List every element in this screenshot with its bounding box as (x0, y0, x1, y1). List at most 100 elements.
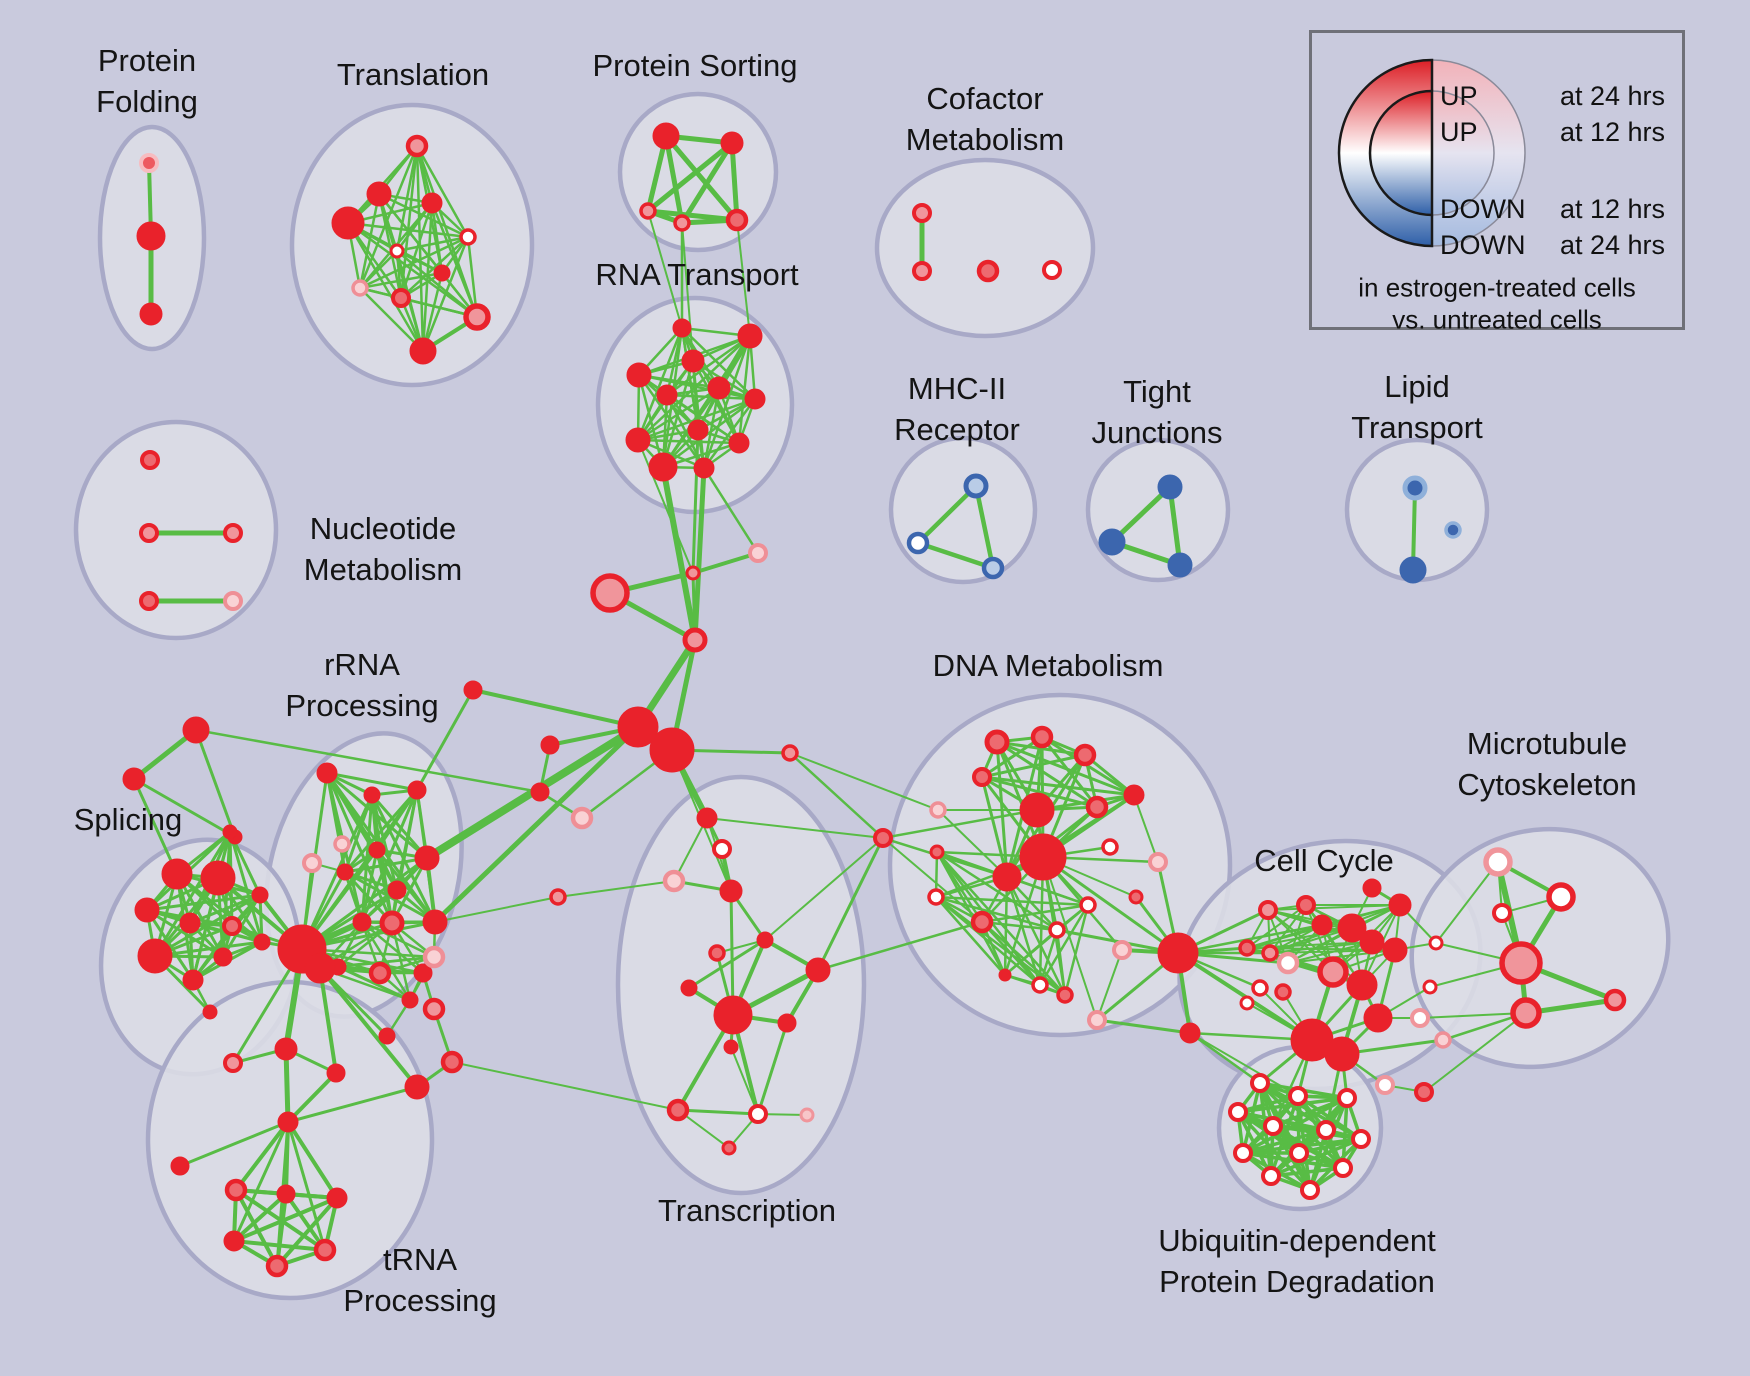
network-node-lp1 (1402, 475, 1428, 501)
legend-time-label: at 24 hrs (1559, 81, 1665, 111)
network-node-nm5 (223, 591, 243, 611)
network-edge (680, 326, 757, 401)
network-node-v12 (693, 457, 715, 479)
network-node-y1 (440, 1050, 464, 1074)
network-edge (232, 1192, 288, 1243)
network-node-C1 (1157, 932, 1199, 974)
network-node-m2 (1546, 882, 1576, 912)
network-edge (937, 809, 1008, 878)
network-node-d17 (1048, 921, 1066, 939)
network-node-t12 (666, 1098, 690, 1122)
network-edge (1236, 1096, 1349, 1114)
network-node-r8 (414, 845, 440, 871)
network-edge (557, 880, 675, 898)
network-edge (191, 830, 232, 982)
network-node-r14 (368, 961, 392, 985)
network-edge (665, 334, 752, 397)
network-edge (346, 221, 479, 319)
network-edge (647, 210, 683, 329)
cluster-ellipse-trna-processing (145, 979, 435, 1301)
network-edge (286, 1120, 327, 1252)
network-node-u1 (1250, 1073, 1270, 1093)
network-node-v3 (681, 349, 705, 373)
cluster-label-microtubule-cytoskeleton: Microtubule (1467, 726, 1627, 761)
network-edge (681, 222, 694, 362)
network-edge (756, 1021, 789, 1116)
network-edge (284, 1192, 327, 1252)
network-node-l3 (331, 206, 365, 240)
network-node-p2 (720, 131, 744, 155)
network-node-n7 (224, 1178, 248, 1202)
network-edge (153, 830, 232, 958)
network-node-d15 (927, 888, 945, 906)
cluster-label-ubiquitin-degradation: Protein Degradation (1159, 1264, 1435, 1299)
cluster-label-cofactor-metabolism: Metabolism (906, 122, 1065, 157)
network-edge (789, 752, 939, 811)
network-node-d24 (1087, 1010, 1107, 1030)
network-node-n1 (277, 1111, 299, 1133)
network-node-r1 (316, 762, 338, 784)
network-edge (1246, 927, 1353, 949)
network-node-tj1 (1157, 474, 1183, 500)
network-edge (228, 830, 264, 944)
network-node-v11 (648, 452, 678, 482)
network-node-d6 (1123, 784, 1145, 806)
network-edge (1269, 941, 1373, 954)
network-edge (358, 144, 419, 290)
network-node-d8 (1019, 792, 1055, 828)
network-node-cf1 (912, 203, 932, 223)
cluster-label-microtubule-cytoskeleton: Cytoskeleton (1457, 767, 1636, 802)
network-node-r7 (368, 841, 386, 859)
network-edge (1188, 1031, 1262, 1085)
network-edge (358, 271, 444, 290)
network-node-r4 (333, 835, 351, 853)
network-node-r16 (422, 945, 446, 969)
network-edge (737, 334, 752, 445)
network-edge (637, 439, 694, 574)
network-edge (221, 830, 232, 959)
network-node-G2 (304, 952, 336, 984)
network-edge (882, 837, 983, 923)
network-edge (730, 1046, 759, 1115)
network-edge (736, 219, 751, 337)
network-node-c7 (1276, 951, 1300, 975)
network-node-t15 (721, 1140, 737, 1156)
network-edge (358, 192, 381, 290)
cluster-label-translation: Translation (337, 57, 489, 92)
network-node-n3 (223, 1053, 243, 1073)
network-node-s2 (200, 860, 236, 896)
network-node-c15 (1363, 1003, 1393, 1033)
network-node-n9 (326, 1187, 348, 1209)
network-edge (191, 893, 262, 982)
network-edge (145, 908, 195, 982)
network-node-l9 (391, 288, 411, 308)
cluster-label-rrna-processing: rRNA (324, 647, 400, 682)
network-edge (318, 966, 338, 1075)
network-edge (325, 771, 419, 792)
cluster-label-protein-sorting: Protein Sorting (592, 48, 797, 83)
network-node-c9 (1346, 969, 1378, 1001)
network-node-d9 (1019, 833, 1067, 881)
network-edge (980, 903, 1090, 924)
network-edge (915, 540, 996, 571)
network-edge (702, 397, 757, 470)
network-node-u5 (1263, 1116, 1283, 1136)
node-layer (122, 122, 1627, 1278)
network-node-d4 (972, 767, 992, 787)
cluster-label-dna-metabolism: DNA Metabolism (933, 648, 1164, 683)
network-edge (358, 286, 425, 353)
network-node-v7 (744, 388, 766, 410)
network-node-r12 (379, 910, 405, 936)
cluster-ellipse-microtubule-cytoskeleton (1409, 826, 1671, 1070)
network-node-n6 (404, 1074, 430, 1100)
network-node-t11 (723, 1039, 739, 1055)
network-edge (679, 140, 735, 226)
network-node-r15 (413, 963, 433, 983)
network-node-T1 (182, 716, 210, 744)
network-node-u9 (1289, 1143, 1309, 1163)
network-edge (995, 740, 1099, 809)
network-node-m1 (1483, 847, 1513, 877)
legend-direction-label: UP (1440, 117, 1478, 147)
network-edge (325, 771, 394, 925)
network-node-l7 (433, 264, 451, 282)
